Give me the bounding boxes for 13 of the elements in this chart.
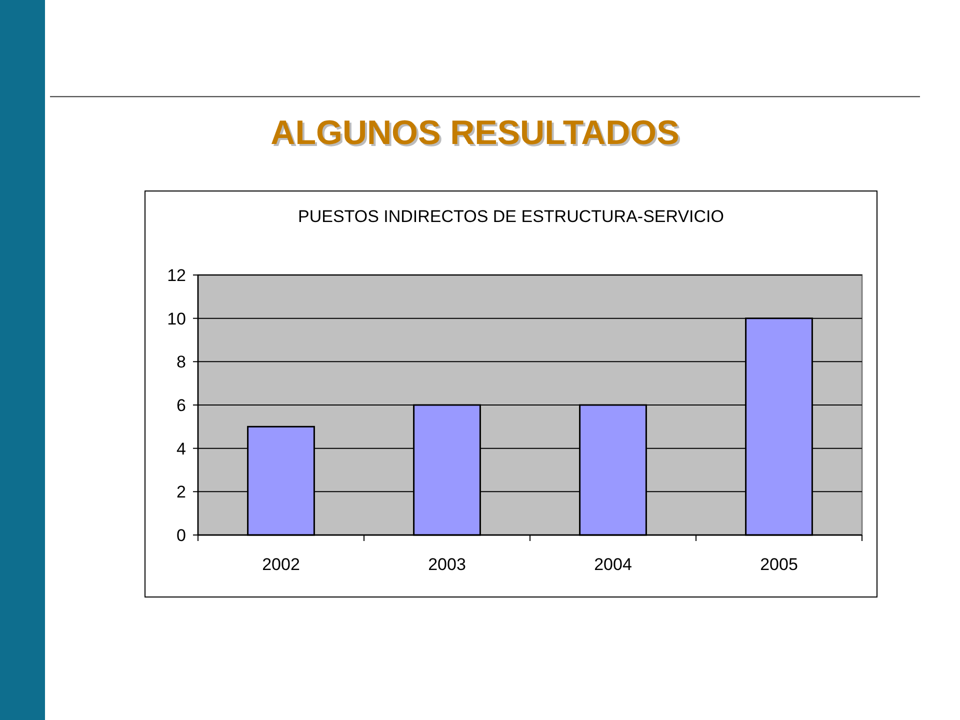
y-tick-label: 8 [176, 352, 186, 372]
x-tick-label: 2002 [262, 555, 300, 574]
y-tick-label: 2 [176, 482, 186, 502]
x-tick-label: 2003 [428, 555, 466, 574]
y-tick-label: 0 [176, 526, 186, 545]
x-tick-label: 2005 [760, 555, 798, 574]
y-tick-label: 10 [167, 309, 186, 328]
y-tick-label: 6 [176, 396, 186, 415]
chart-subtitle: PUESTOS INDIRECTOS DE ESTRUCTURA-SERVICIO [298, 207, 724, 226]
x-tick-label: 2004 [594, 555, 632, 574]
chart-title: ALGUNOS RESULTADOS [272, 116, 682, 154]
y-tick-label: 12 [167, 266, 186, 285]
y-tick-label: 4 [176, 439, 186, 458]
